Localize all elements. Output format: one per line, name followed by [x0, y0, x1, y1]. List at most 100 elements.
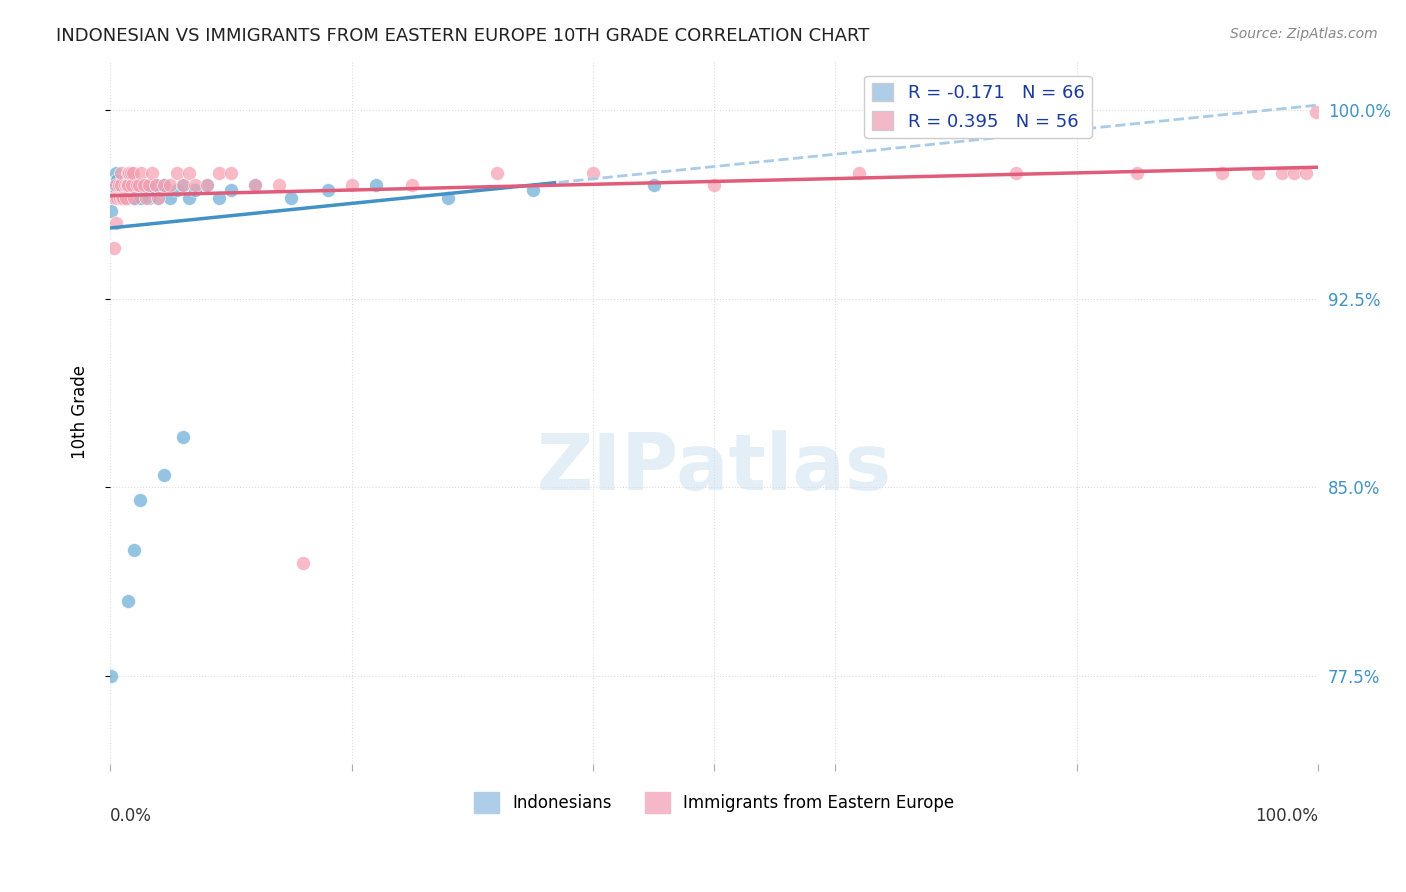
- Point: [129, 184, 152, 198]
- Point: [114, 178, 136, 193]
- Point: [269, 178, 291, 193]
- Point: [103, 191, 125, 205]
- Point: [582, 166, 605, 180]
- Point: [124, 191, 146, 205]
- Point: [148, 191, 170, 205]
- Point: [122, 178, 145, 193]
- Point: [122, 191, 145, 205]
- Point: [141, 166, 163, 180]
- Point: [280, 191, 302, 205]
- Point: [183, 184, 205, 198]
- Point: [120, 184, 142, 198]
- Y-axis label: 10th Grade: 10th Grade: [72, 365, 89, 459]
- Point: [1247, 166, 1270, 180]
- Point: [135, 184, 157, 198]
- Point: [437, 191, 460, 205]
- Point: [148, 191, 170, 205]
- Point: [100, 669, 122, 683]
- Point: [485, 166, 508, 180]
- Point: [1271, 166, 1294, 180]
- Point: [1282, 166, 1305, 180]
- Point: [122, 543, 145, 558]
- Point: [105, 184, 128, 198]
- Point: [111, 173, 134, 187]
- Point: [703, 178, 725, 193]
- Point: [105, 178, 128, 193]
- Point: [117, 593, 139, 607]
- Point: [145, 178, 167, 193]
- Point: [153, 467, 176, 482]
- Point: [114, 191, 136, 205]
- Point: [149, 184, 172, 198]
- Point: [135, 191, 157, 205]
- Point: [643, 178, 665, 193]
- Point: [183, 178, 205, 193]
- Point: [104, 178, 127, 193]
- Point: [107, 191, 129, 205]
- Point: [114, 184, 136, 198]
- Point: [177, 166, 200, 180]
- Point: [114, 178, 136, 193]
- Point: [117, 184, 139, 198]
- Point: [243, 178, 266, 193]
- Point: [166, 166, 188, 180]
- Point: [125, 178, 148, 193]
- Point: [110, 166, 132, 180]
- Point: [105, 216, 128, 230]
- Point: [110, 191, 132, 205]
- Point: [120, 166, 142, 180]
- Point: [117, 173, 139, 187]
- Point: [112, 191, 135, 205]
- Text: INDONESIAN VS IMMIGRANTS FROM EASTERN EUROPE 10TH GRADE CORRELATION CHART: INDONESIAN VS IMMIGRANTS FROM EASTERN EU…: [56, 27, 870, 45]
- Point: [105, 191, 128, 205]
- Point: [118, 166, 141, 180]
- Point: [131, 191, 153, 205]
- Point: [112, 178, 135, 193]
- Point: [132, 178, 155, 193]
- Point: [1211, 166, 1233, 180]
- Point: [115, 178, 138, 193]
- Point: [121, 178, 143, 193]
- Point: [127, 178, 149, 193]
- Point: [1295, 166, 1317, 180]
- Text: 100.0%: 100.0%: [1256, 806, 1319, 824]
- Point: [111, 184, 134, 198]
- Point: [522, 184, 544, 198]
- Point: [195, 178, 218, 193]
- Point: [100, 203, 122, 218]
- Point: [105, 173, 128, 187]
- Point: [153, 178, 176, 193]
- Point: [105, 178, 128, 193]
- Point: [243, 178, 266, 193]
- Point: [131, 166, 153, 180]
- Point: [108, 191, 131, 205]
- Point: [122, 184, 145, 198]
- Point: [105, 166, 128, 180]
- Point: [118, 191, 141, 205]
- Point: [104, 191, 127, 205]
- Point: [108, 178, 131, 193]
- Point: [145, 178, 167, 193]
- Point: [848, 166, 870, 180]
- Point: [138, 191, 160, 205]
- Text: Source: ZipAtlas.com: Source: ZipAtlas.com: [1230, 27, 1378, 41]
- Point: [138, 178, 160, 193]
- Point: [128, 178, 150, 193]
- Point: [1005, 166, 1028, 180]
- Point: [159, 191, 181, 205]
- Point: [172, 178, 194, 193]
- Point: [117, 178, 139, 193]
- Point: [172, 178, 194, 193]
- Point: [101, 184, 124, 198]
- Point: [122, 166, 145, 180]
- Point: [166, 184, 188, 198]
- Point: [121, 178, 143, 193]
- Point: [208, 191, 231, 205]
- Point: [111, 191, 134, 205]
- Point: [340, 178, 363, 193]
- Point: [401, 178, 423, 193]
- Point: [103, 241, 125, 255]
- Text: 0.0%: 0.0%: [110, 806, 152, 824]
- Point: [208, 166, 231, 180]
- Point: [110, 178, 132, 193]
